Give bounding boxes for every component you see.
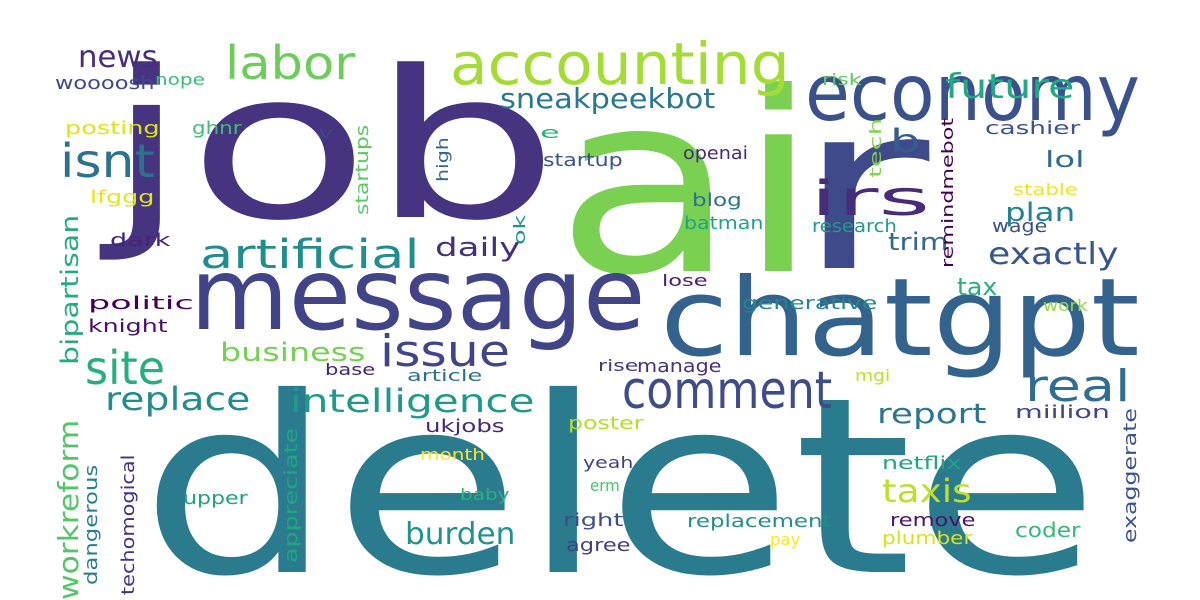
cloud-word-erm: erm	[590, 476, 620, 495]
cloud-word-manage: manage	[637, 356, 722, 377]
cloud-word-remove: remove	[890, 510, 976, 531]
cloud-word-daily: daily	[435, 233, 521, 263]
cloud-word-lfggg: lfggg	[90, 187, 155, 208]
cloud-word-risk: risk	[822, 70, 862, 89]
cloud-word-base: base	[325, 360, 376, 379]
cloud-word-baby: baby	[460, 485, 510, 504]
cloud-word-openai: openai	[683, 143, 748, 164]
cloud-word-economy: economy	[805, 49, 1140, 139]
cloud-word-burden: burden	[405, 517, 516, 552]
cloud-word-artificial: artificial	[200, 232, 420, 278]
cloud-word-nope: nope	[155, 70, 205, 89]
cloud-word-techomogical: techomogical	[118, 454, 139, 595]
cloud-word-chatgpt: chatgpt	[660, 256, 1140, 381]
cloud-word-future: future	[945, 67, 1075, 107]
cloud-word-intelligence: intelligence	[290, 382, 535, 420]
cloud-word-startups: startups	[352, 124, 373, 215]
cloud-word-poster: poster	[568, 413, 644, 434]
cloud-word-news: news	[78, 40, 158, 75]
cloud-word-knight: knight	[88, 316, 168, 337]
cloud-word-rise: rise	[598, 356, 639, 375]
cloud-word-accounting: accounting	[450, 30, 790, 98]
cloud-word-ukjobs: ukjobs	[425, 416, 505, 437]
cloud-word-site: site	[85, 341, 166, 395]
cloud-word-issue: issue	[380, 326, 511, 377]
cloud-word-miilion: miilion	[1015, 402, 1110, 423]
cloud-word-tech: tech	[866, 117, 885, 178]
cloud-word-delete: delete	[140, 345, 1100, 600]
cloud-word-bipartisan: bipartisan	[56, 214, 84, 365]
cloud-word-plumber: plumber	[882, 528, 973, 549]
cloud-word-sneakpeekbot: sneakpeekbot	[500, 82, 716, 115]
cloud-word-real: real	[1025, 361, 1131, 412]
cloud-word-remindmebot: remindmebot	[938, 117, 957, 268]
cloud-word-pay: pay	[770, 530, 801, 549]
cloud-word-posting: posting	[65, 118, 160, 139]
cloud-word-article: article	[407, 366, 483, 385]
cloud-word-b: b	[890, 122, 921, 160]
cloud-word-upper: upper	[183, 488, 248, 509]
cloud-word-message: message	[190, 236, 646, 353]
cloud-word-job: job	[105, 28, 560, 266]
cloud-word-lol: lol	[1045, 148, 1085, 173]
cloud-word-e: e	[540, 123, 560, 142]
cloud-word-wage: wage	[992, 216, 1048, 237]
cloud-word-exactly: exactly	[988, 237, 1119, 272]
cloud-word-dangerous: dangerous	[81, 464, 102, 585]
cloud-word-isnt: isnt	[60, 134, 155, 188]
cloud-word-mgi: mgi	[855, 366, 891, 385]
cloud-word-netflix: netflix	[882, 453, 962, 474]
cloud-word-business: business	[220, 338, 366, 368]
cloud-word-woooosh: woooosh	[55, 73, 155, 94]
cloud-word-ghnr: ghnr	[192, 118, 242, 139]
cloud-word-blog: blog	[692, 190, 742, 211]
cloud-word-research: research	[812, 216, 897, 237]
cloud-word-ai: ai	[555, 39, 820, 330]
cloud-word-ok: ok	[510, 214, 529, 245]
cloud-word-report: report	[877, 397, 987, 430]
cloud-word-lose: lose	[662, 271, 708, 290]
cloud-word-stable: stable	[1013, 180, 1078, 199]
cloud-word-v: v	[318, 123, 334, 142]
cloud-word-r: r	[795, 56, 930, 323]
cloud-word-politic: politic	[88, 293, 194, 314]
cloud-word-comment: comment	[622, 361, 833, 421]
cloud-word-tax: tax	[957, 273, 998, 301]
cloud-word-high: high	[433, 137, 452, 182]
cloud-word-yeah: yeah	[583, 453, 634, 472]
cloud-word-replacement: replacement	[687, 511, 832, 532]
cloud-word-month: month	[420, 445, 485, 464]
cloud-word-taxis: taxis	[882, 472, 972, 510]
cloud-word-coder: coder	[1015, 518, 1081, 542]
cloud-word-trim: trim	[888, 228, 949, 256]
cloud-word-generative: generative	[742, 293, 878, 314]
cloud-word-cashier: cashier	[985, 118, 1081, 139]
cloud-word-agree: agree	[566, 535, 631, 556]
cloud-word-dark: dark	[110, 230, 171, 251]
cloud-word-right: right	[563, 510, 624, 531]
cloud-word-labor: labor	[225, 36, 356, 90]
cloud-word-startup: startup	[543, 150, 623, 171]
cloud-word-irs: irs	[810, 171, 931, 227]
cloud-word-replace: replace	[105, 380, 251, 418]
cloud-word-plan: plan	[1005, 198, 1076, 228]
cloud-word-work: work	[1043, 296, 1088, 315]
cloud-word-workreform: workreform	[52, 419, 85, 600]
cloud-word-appreciate: appreciate	[281, 427, 302, 563]
cloud-word-exaggerate: exaggerate	[1120, 408, 1141, 543]
cloud-word-batman: batman	[684, 213, 764, 234]
